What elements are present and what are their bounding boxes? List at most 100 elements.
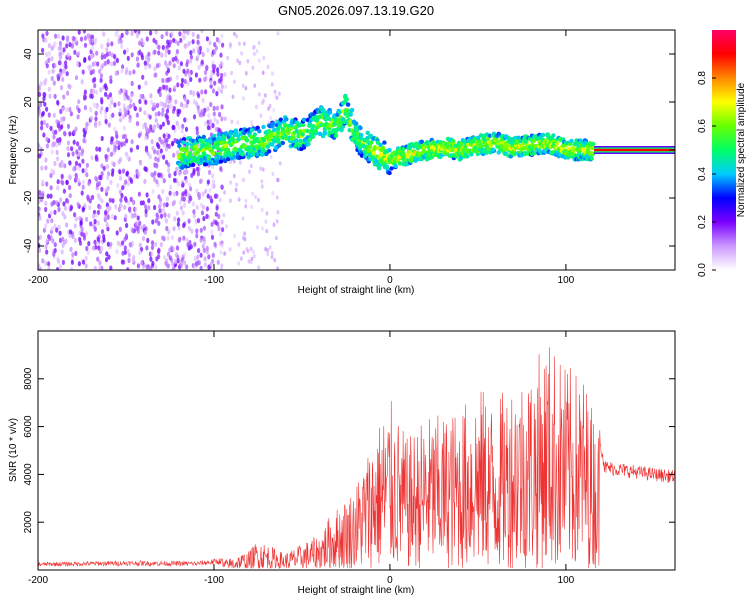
spectrogram-noise-cell — [186, 99, 190, 105]
spectrogram-noise-cell — [265, 211, 269, 216]
spectrogram-noise-cell — [186, 30, 190, 34]
spectrogram-noise-cell — [214, 220, 218, 226]
colorbar-tick-label: 0.8 — [697, 71, 708, 85]
spectrogram-noise-cell — [66, 52, 70, 58]
spectrogram-noise-cell — [220, 168, 223, 173]
spectrogram-noise-cell — [138, 98, 142, 105]
spectrogram-noise-cell — [196, 34, 200, 40]
spectrogram-noise-cell — [168, 190, 172, 196]
spectrogram-noise-cell — [77, 99, 81, 105]
spectrogram-noise-cell — [195, 130, 199, 136]
spectrogram-noise-cell — [237, 242, 241, 247]
spectrogram-signal-cell — [589, 151, 594, 156]
spectrogram-noise-cell — [79, 220, 83, 226]
spectrogram-noise-cell — [153, 66, 157, 72]
spectrogram-noise-cell — [103, 60, 107, 67]
spectrogram-noise-cell — [184, 126, 189, 132]
spectrogram-noise-cell — [172, 152, 176, 158]
spectrogram-signal-cell — [340, 116, 345, 122]
spectrogram-noise-cell — [162, 133, 166, 139]
spectrogram-noise-cell — [215, 193, 219, 199]
spectrogram-noise-cell — [45, 52, 49, 58]
spectrogram-noise-cell — [243, 231, 247, 236]
spectrogram-noise-cell — [208, 187, 212, 193]
spectrogram-noise-cell — [42, 91, 46, 98]
spectrogram-noise-cell — [150, 251, 154, 257]
spectrogram-noise-cell — [121, 250, 125, 256]
spectrogram-noise-cell — [147, 128, 151, 134]
spectrogram-noise-cell — [210, 221, 214, 227]
spectrogram-noise-cell — [166, 67, 171, 74]
spectrogram-noise-cell — [91, 77, 95, 84]
spectrogram-noise-cell — [92, 102, 97, 108]
spectrogram-noise-cell — [96, 241, 100, 247]
spectrogram-noise-cell — [208, 40, 212, 46]
spectrogram-noise-cell — [121, 114, 126, 120]
spectrogram-signal-cell — [182, 154, 187, 160]
spectrogram-noise-cell — [106, 241, 110, 247]
spectrogram-signal-cell — [249, 143, 254, 149]
spectrogram-noise-cell — [115, 248, 119, 255]
spectrogram-noise-cell — [73, 237, 77, 243]
spectrogram-noise-cell — [232, 159, 236, 164]
spectrogram-noise-cell — [218, 197, 222, 203]
spectrogram-noise-cell — [88, 198, 92, 204]
spectrogram-noise-cell — [149, 154, 153, 160]
spectrogram-signal-cell — [261, 124, 266, 130]
spectrogram-noise-cell — [75, 149, 79, 155]
spectrogram-noise-cell — [47, 261, 51, 267]
spectrogram-noise-cell — [168, 87, 172, 93]
spectrogram-noise-cell — [70, 266, 74, 270]
spectrogram-noise-cell — [205, 206, 209, 212]
spectrogram-noise-cell — [176, 221, 180, 227]
spectrogram-noise-cell — [196, 39, 200, 45]
spectrogram-noise-cell — [215, 91, 219, 97]
spectrogram-signal-cell — [365, 130, 370, 135]
spectrogram-noise-cell — [242, 250, 246, 255]
spectrogram-noise-cell — [165, 159, 169, 165]
spectrogram-noise-cell — [157, 172, 161, 178]
spectrogram-noise-cell — [104, 118, 108, 124]
spectrogram-noise-cell — [41, 33, 45, 39]
spectrogram-noise-cell — [161, 44, 165, 51]
spectrogram-signal-cell — [465, 154, 470, 159]
spectrogram-noise-cell — [233, 31, 236, 36]
spectrogram-signal-cell — [512, 152, 517, 157]
spectrogram-noise-cell — [212, 67, 216, 74]
spectrogram-noise-cell — [49, 193, 53, 199]
spectrogram-noise-cell — [183, 252, 187, 258]
spectrogram-noise-cell — [38, 91, 42, 97]
spectrogram-noise-cell — [70, 259, 74, 265]
spectrogram-noise-cell — [143, 178, 147, 185]
spectrogram-noise-cell — [172, 199, 176, 205]
spectrogram-noise-cell — [275, 195, 279, 200]
spectrogram-noise-cell — [105, 206, 110, 212]
spectrogram-signal-cell — [541, 132, 546, 138]
spectrogram-noise-cell — [61, 35, 65, 41]
spectrogram-noise-cell — [199, 265, 203, 270]
spectrogram-noise-cell — [193, 241, 197, 247]
spectrogram-noise-cell — [167, 133, 171, 139]
spectrogram-noise-cell — [201, 191, 205, 197]
spectrogram-noise-cell — [217, 226, 221, 232]
spectrogram-noise-cell — [60, 173, 64, 180]
spectrogram-noise-cell — [177, 181, 181, 187]
spectrogram-noise-cell — [261, 167, 265, 172]
spectrogram-noise-cell — [176, 40, 180, 47]
spectrogram-noise-cell — [173, 171, 177, 177]
spectrogram-noise-cell — [238, 41, 241, 46]
spectrogram-noise-cell — [153, 49, 157, 55]
spectrogram-noise-cell — [183, 43, 187, 50]
spectrogram-noise-cell — [175, 120, 179, 126]
spectrogram-signal-cell — [496, 150, 501, 155]
spectrogram-signal-cell — [487, 133, 493, 138]
spectrogram-signal-cell — [211, 151, 216, 156]
spectrogram-noise-cell — [130, 80, 134, 87]
spectrogram-signal-cell — [244, 138, 250, 143]
spectrogram-noise-cell — [209, 261, 213, 267]
spectrogram-noise-cell — [54, 33, 58, 39]
spectrogram-signal-cell — [277, 124, 282, 129]
spectrogram-noise-cell — [108, 205, 112, 211]
spectrogram-noise-cell — [214, 211, 218, 217]
spectrogram-noise-cell — [100, 171, 104, 177]
